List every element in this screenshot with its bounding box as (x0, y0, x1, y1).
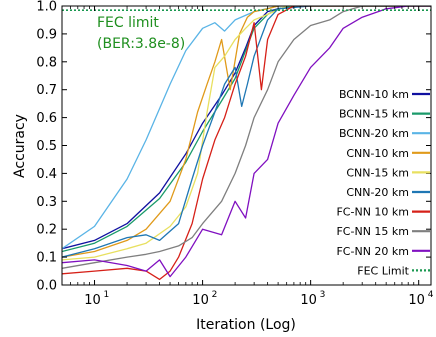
series-line-4 (62, 6, 431, 261)
y-tick-label-7: 0.7 (36, 83, 57, 98)
y-tick-label-2: 0.2 (36, 223, 57, 238)
y-tick-label-4: 0.4 (36, 167, 57, 182)
x-tick-label-1: 10 (192, 293, 209, 308)
x-tick-exponent-3: 4 (428, 290, 434, 300)
fec-annotation-line-2: (BER:3.8e-8) (97, 36, 185, 52)
y-tick-label-10: 1.0 (36, 0, 57, 15)
x-tick-label-2: 10 (300, 293, 317, 308)
x-tick-exponent-0: 1 (104, 290, 110, 300)
series-line-7 (62, 6, 431, 269)
x-axis: 10 1 10 2 10 3 10 4 (61, 6, 434, 308)
series-line-3 (62, 6, 431, 258)
y-tick-label-5: 0.5 (36, 139, 57, 154)
y-tick-label-6: 0.6 (36, 111, 57, 126)
series-line-8 (62, 6, 431, 278)
fec-annotation: FEC limit (BER:3.8e-8) (97, 15, 185, 52)
legend-label-7: FC-NN 15 km (336, 225, 409, 238)
legend-label-2: BCNN-20 km (339, 127, 409, 140)
legend-label-4: CNN-15 km (346, 166, 409, 179)
legend: BCNN-10 km BCNN-15 km BCNN-20 km CNN-10 km C… (336, 88, 430, 277)
legend-label-8: FC-NN 20 km (336, 245, 409, 258)
x-tick-label-0: 10 (84, 293, 101, 308)
series-line-1 (62, 6, 431, 253)
legend-label-3: CNN-10 km (346, 147, 409, 160)
y-tick-label-8: 0.8 (36, 55, 57, 70)
y-axis: 0.0 0.1 0.2 0.3 0.4 0.5 0.6 0.7 0.8 0.9 1.0 (36, 0, 431, 294)
legend-label-0: BCNN-10 km (339, 88, 409, 101)
x-tick-label-3: 10 (408, 293, 425, 308)
y-tick-label-0: 0.0 (36, 279, 57, 294)
y-tick-label-9: 0.9 (36, 27, 57, 42)
series-line-0 (62, 6, 431, 250)
legend-label-6: FC-NN 10 km (336, 206, 409, 219)
series-line-6 (62, 6, 431, 281)
x-axis-title: Iteration (Log) (196, 317, 296, 333)
y-tick-label-3: 0.3 (36, 195, 57, 210)
legend-label-9: FEC Limit (357, 264, 409, 277)
x-tick-exponent-1: 2 (212, 290, 218, 300)
y-tick-label-1: 0.1 (36, 251, 57, 266)
series-layer (62, 6, 431, 281)
series-line-5 (62, 6, 431, 258)
fec-annotation-line-1: FEC limit (97, 15, 159, 31)
y-axis-title: Accuracy (12, 114, 28, 178)
x-tick-exponent-2: 3 (320, 290, 326, 300)
legend-label-1: BCNN-15 km (339, 108, 409, 121)
legend-label-5: CNN-20 km (346, 186, 409, 199)
